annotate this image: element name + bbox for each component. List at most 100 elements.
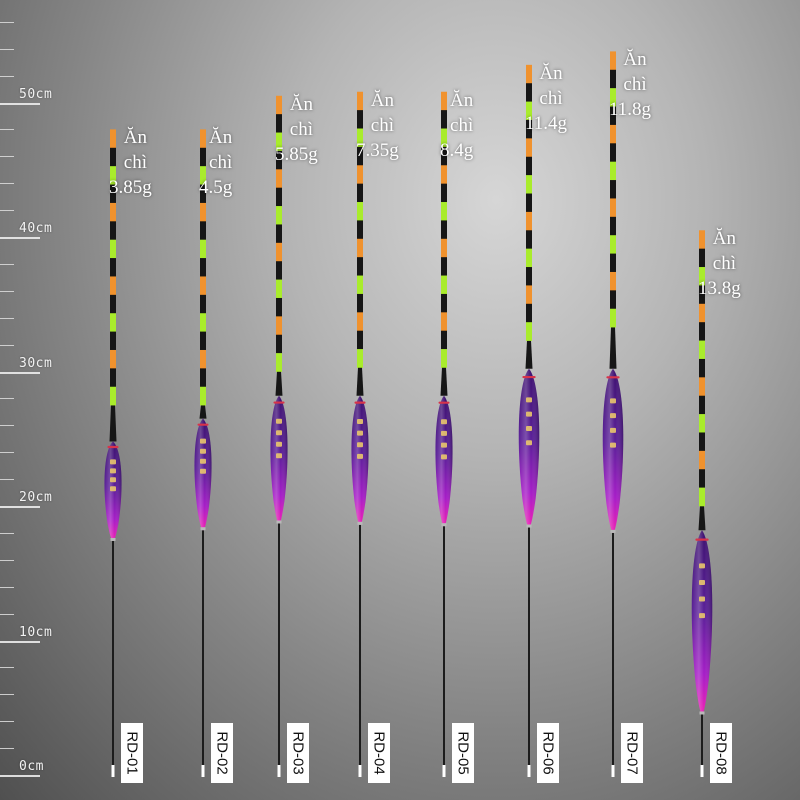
- ruler-minor-tick: [0, 694, 14, 696]
- float-tip-segment: [526, 322, 532, 341]
- float-decal-mark: [276, 430, 282, 436]
- float-tip-segment: [110, 294, 116, 314]
- float-tip-segment: [610, 308, 616, 328]
- float-body-cap: [110, 537, 116, 541]
- float-decal-mark: [699, 563, 705, 569]
- weight-value: 13.8g: [698, 278, 741, 300]
- float-tip-segment: [357, 257, 363, 276]
- float-tip-segment: [699, 303, 705, 323]
- float-tip-segment: [276, 114, 282, 133]
- ruler-minor-tick: [0, 48, 14, 50]
- float-tip-segment: [526, 285, 532, 305]
- ruler-minor-tick: [0, 425, 14, 427]
- float-tip-segment: [110, 276, 116, 296]
- float-tip-segment: [110, 331, 116, 351]
- float-tip-segment: [200, 368, 206, 388]
- float-decal-mark: [526, 440, 532, 446]
- weight-value: 11.8g: [609, 99, 652, 121]
- ruler-label: 20cm: [19, 490, 53, 505]
- float-tip-segment: [699, 469, 705, 488]
- length-ruler: 50cm 40cm 30cm 20cm 10cm 0cm: [0, 0, 60, 800]
- ruler-major-tick: [0, 775, 40, 777]
- float-body-highlight: [435, 395, 453, 527]
- float-body-cap: [357, 521, 363, 525]
- ruler-major-tick: [0, 102, 40, 105]
- model-label-tag: RD-05: [452, 723, 474, 783]
- float-ring: [197, 423, 209, 426]
- float-tip-segment: [276, 242, 282, 262]
- float-decal-mark: [200, 438, 206, 444]
- weight-value: 11.4g: [525, 112, 568, 134]
- float-stem-end: [111, 765, 115, 777]
- float-tip-segment: [699, 450, 705, 470]
- float-tip-segment: [441, 312, 447, 332]
- float-tip-segment: [441, 349, 447, 368]
- float-body-cap: [526, 524, 532, 528]
- weight-caption-line1: Ăn: [539, 62, 563, 84]
- float-tip-segment: [276, 353, 282, 372]
- float-decal-mark: [110, 468, 116, 474]
- ruler-minor-tick: [0, 210, 14, 212]
- ruler-label: 40cm: [19, 221, 53, 236]
- float-stem-wire: [202, 530, 204, 767]
- float-tip-segment: [276, 334, 282, 354]
- float-decal-mark: [276, 418, 282, 424]
- float-tip-segment: [200, 276, 206, 296]
- float-tip-segment: [699, 248, 705, 268]
- float-tip-segment: [441, 128, 447, 148]
- ruler-label: 0cm: [19, 759, 44, 774]
- float-tip-segment: [357, 330, 363, 350]
- float-tip-segment: [200, 202, 206, 222]
- float-tip-segment: [357, 349, 363, 368]
- float-decal-mark: [110, 459, 116, 465]
- float-tip-segment: [357, 183, 363, 203]
- float-decal-mark: [276, 441, 282, 447]
- weight-caption-line2: chì: [209, 152, 233, 174]
- float-stem-wire: [443, 526, 445, 767]
- ruler-minor-tick: [0, 156, 14, 158]
- float-tip-segment: [110, 202, 116, 222]
- float-decal-mark: [441, 454, 447, 460]
- ruler-minor-tick: [0, 75, 14, 77]
- float-body-highlight: [691, 530, 713, 715]
- float-neck: [698, 506, 706, 531]
- float-weight-caption: Ăn chì 7.35g: [356, 88, 399, 163]
- ruler-minor-tick: [0, 748, 14, 750]
- float-tip-segment: [200, 184, 206, 204]
- float-tip-segment: [526, 303, 532, 323]
- float-tip-segment: [200, 129, 206, 149]
- float-tip-segment: [276, 150, 282, 170]
- float-tip-segment: [610, 180, 616, 199]
- float-tip-segment: [357, 91, 363, 111]
- float-tip-segment: [200, 147, 206, 167]
- ruler-minor-tick: [0, 129, 14, 131]
- float-tip-segment: [526, 267, 532, 286]
- float-tip-segment: [526, 138, 532, 158]
- weight-caption-line2: chì: [289, 118, 313, 140]
- float-tip-segment: [526, 175, 532, 194]
- float-stem-end: [358, 765, 362, 777]
- float-tip-segment: [357, 146, 363, 166]
- float-decal-mark: [200, 448, 206, 454]
- float-tip-segment: [200, 221, 206, 240]
- float-stem-end: [277, 765, 281, 777]
- model-label-tag: RD-08: [710, 723, 732, 783]
- float-tip-segment: [441, 238, 447, 258]
- ruler-minor-tick: [0, 479, 14, 481]
- float-tip-segment: [276, 279, 282, 299]
- float-tip-segment: [441, 330, 447, 350]
- ruler-label: 50cm: [19, 86, 53, 102]
- weight-value: 8.4g: [440, 139, 474, 161]
- float-body-highlight: [194, 418, 212, 531]
- float-decal-mark: [357, 442, 363, 448]
- model-label-tag: RD-07: [621, 723, 643, 783]
- weight-caption-line1: Ăn: [712, 228, 736, 250]
- float-tip-segment: [357, 275, 363, 295]
- float-decal-mark: [699, 613, 705, 619]
- float-tip-segment: [610, 161, 616, 181]
- float-body-highlight: [351, 395, 369, 525]
- float-stem-wire: [612, 532, 614, 767]
- float-ring: [107, 445, 119, 449]
- float-tip-segment: [276, 206, 282, 225]
- float-tip-segment: [699, 432, 705, 452]
